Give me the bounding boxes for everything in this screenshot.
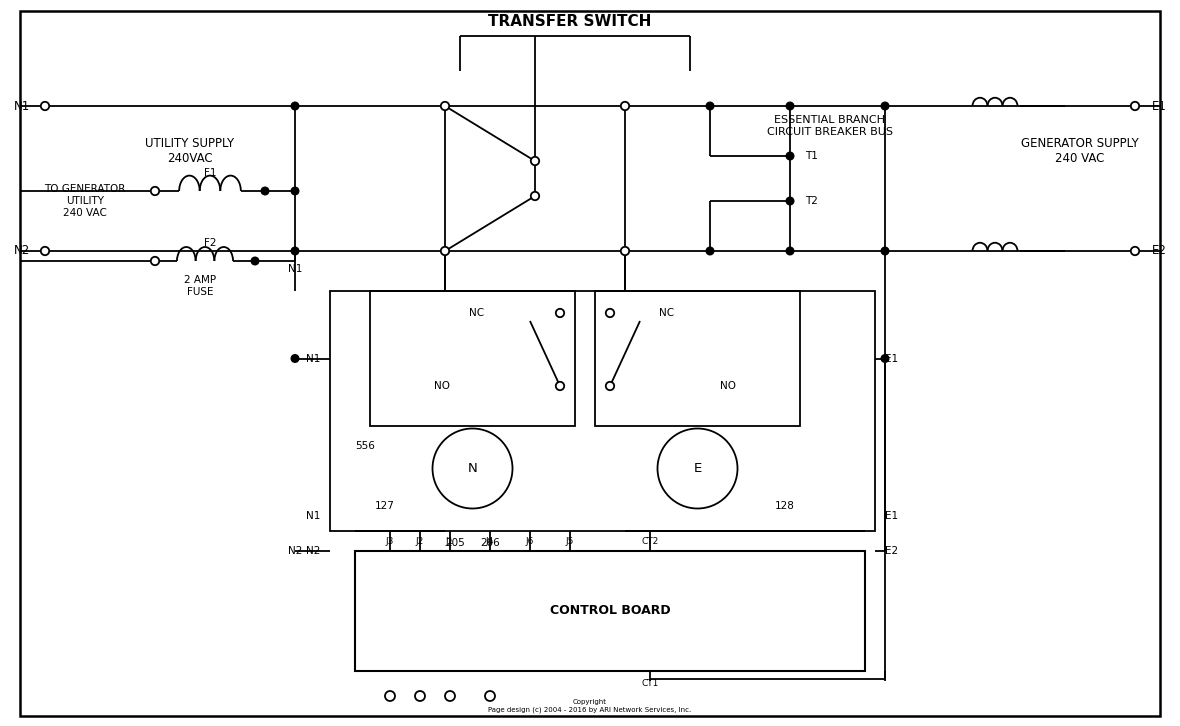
- Text: T2: T2: [805, 196, 818, 206]
- Text: J1: J1: [446, 537, 454, 545]
- Circle shape: [441, 247, 450, 256]
- Bar: [595, 291, 800, 426]
- Text: CONTROL BOARD: CONTROL BOARD: [550, 605, 670, 618]
- Text: J4: J4: [486, 537, 494, 545]
- Circle shape: [1130, 247, 1139, 256]
- Text: 127: 127: [375, 501, 395, 511]
- Circle shape: [415, 691, 425, 701]
- Text: N2: N2: [288, 546, 302, 556]
- Circle shape: [291, 247, 299, 255]
- Text: N1: N1: [306, 511, 320, 521]
- Text: J6: J6: [526, 537, 535, 545]
- Circle shape: [556, 382, 564, 390]
- Text: E1: E1: [885, 354, 898, 364]
- Circle shape: [786, 197, 794, 205]
- Text: 206: 206: [480, 538, 500, 548]
- Text: NC: NC: [468, 308, 484, 318]
- Circle shape: [433, 428, 512, 508]
- Circle shape: [41, 102, 50, 110]
- Circle shape: [441, 102, 450, 110]
- Text: GENERATOR SUPPLY
240 VAC: GENERATOR SUPPLY 240 VAC: [1021, 137, 1139, 165]
- Text: 205: 205: [445, 538, 465, 548]
- Circle shape: [41, 247, 50, 256]
- Text: T1: T1: [805, 151, 818, 161]
- Bar: [330, 291, 876, 531]
- Circle shape: [291, 102, 299, 110]
- Circle shape: [531, 157, 539, 166]
- Circle shape: [261, 187, 269, 195]
- Bar: [355, 551, 865, 671]
- Circle shape: [605, 309, 615, 317]
- Circle shape: [445, 691, 455, 701]
- Circle shape: [251, 257, 258, 265]
- Bar: [371, 291, 575, 426]
- Circle shape: [881, 102, 889, 110]
- Text: UTILITY SUPPLY
240VAC: UTILITY SUPPLY 240VAC: [145, 137, 235, 165]
- Text: N1: N1: [288, 264, 302, 274]
- Text: N2: N2: [306, 546, 320, 556]
- Circle shape: [621, 247, 629, 256]
- Circle shape: [291, 355, 299, 362]
- Text: J2: J2: [415, 537, 424, 545]
- Text: N2: N2: [14, 245, 30, 258]
- Text: CT2: CT2: [642, 537, 658, 545]
- Circle shape: [1130, 102, 1139, 110]
- Text: Copyright
Page design (c) 2004 - 2016 by ARI Network Services, Inc.: Copyright Page design (c) 2004 - 2016 by…: [489, 699, 691, 713]
- Text: N: N: [467, 462, 478, 475]
- Text: F2: F2: [204, 238, 216, 248]
- Circle shape: [706, 247, 714, 255]
- Text: NC: NC: [660, 308, 674, 318]
- Circle shape: [621, 102, 629, 110]
- Circle shape: [605, 382, 615, 390]
- Circle shape: [151, 257, 159, 265]
- Circle shape: [881, 355, 889, 362]
- Text: J3: J3: [386, 537, 394, 545]
- Circle shape: [786, 152, 794, 160]
- Circle shape: [881, 247, 889, 255]
- Text: J5: J5: [566, 537, 575, 545]
- Circle shape: [385, 691, 395, 701]
- Circle shape: [531, 192, 539, 200]
- Text: TO GENERATOR
UTILITY
240 VAC: TO GENERATOR UTILITY 240 VAC: [45, 184, 126, 218]
- Circle shape: [291, 187, 299, 195]
- Text: N1: N1: [14, 99, 30, 113]
- Text: E2: E2: [1152, 245, 1167, 258]
- Text: E2: E2: [885, 546, 898, 556]
- Circle shape: [657, 428, 738, 508]
- Text: ESSENTIAL BRANCH
CIRCUIT BREAKER BUS: ESSENTIAL BRANCH CIRCUIT BREAKER BUS: [767, 115, 893, 136]
- Circle shape: [786, 102, 794, 110]
- Text: CT1: CT1: [641, 679, 658, 688]
- Text: NO: NO: [720, 381, 736, 391]
- Text: 128: 128: [775, 501, 795, 511]
- Text: E: E: [694, 462, 702, 475]
- Text: E1: E1: [1152, 99, 1167, 113]
- Circle shape: [706, 102, 714, 110]
- Text: F1: F1: [204, 168, 216, 178]
- Text: N1: N1: [306, 354, 320, 364]
- Text: 2 AMP
FUSE: 2 AMP FUSE: [184, 275, 216, 297]
- Text: TRANSFER SWITCH: TRANSFER SWITCH: [489, 14, 651, 28]
- Circle shape: [151, 187, 159, 195]
- Circle shape: [485, 691, 494, 701]
- Circle shape: [556, 309, 564, 317]
- Text: NO: NO: [434, 381, 450, 391]
- Text: E1: E1: [885, 511, 898, 521]
- Circle shape: [786, 247, 794, 255]
- Text: 556: 556: [355, 441, 375, 451]
